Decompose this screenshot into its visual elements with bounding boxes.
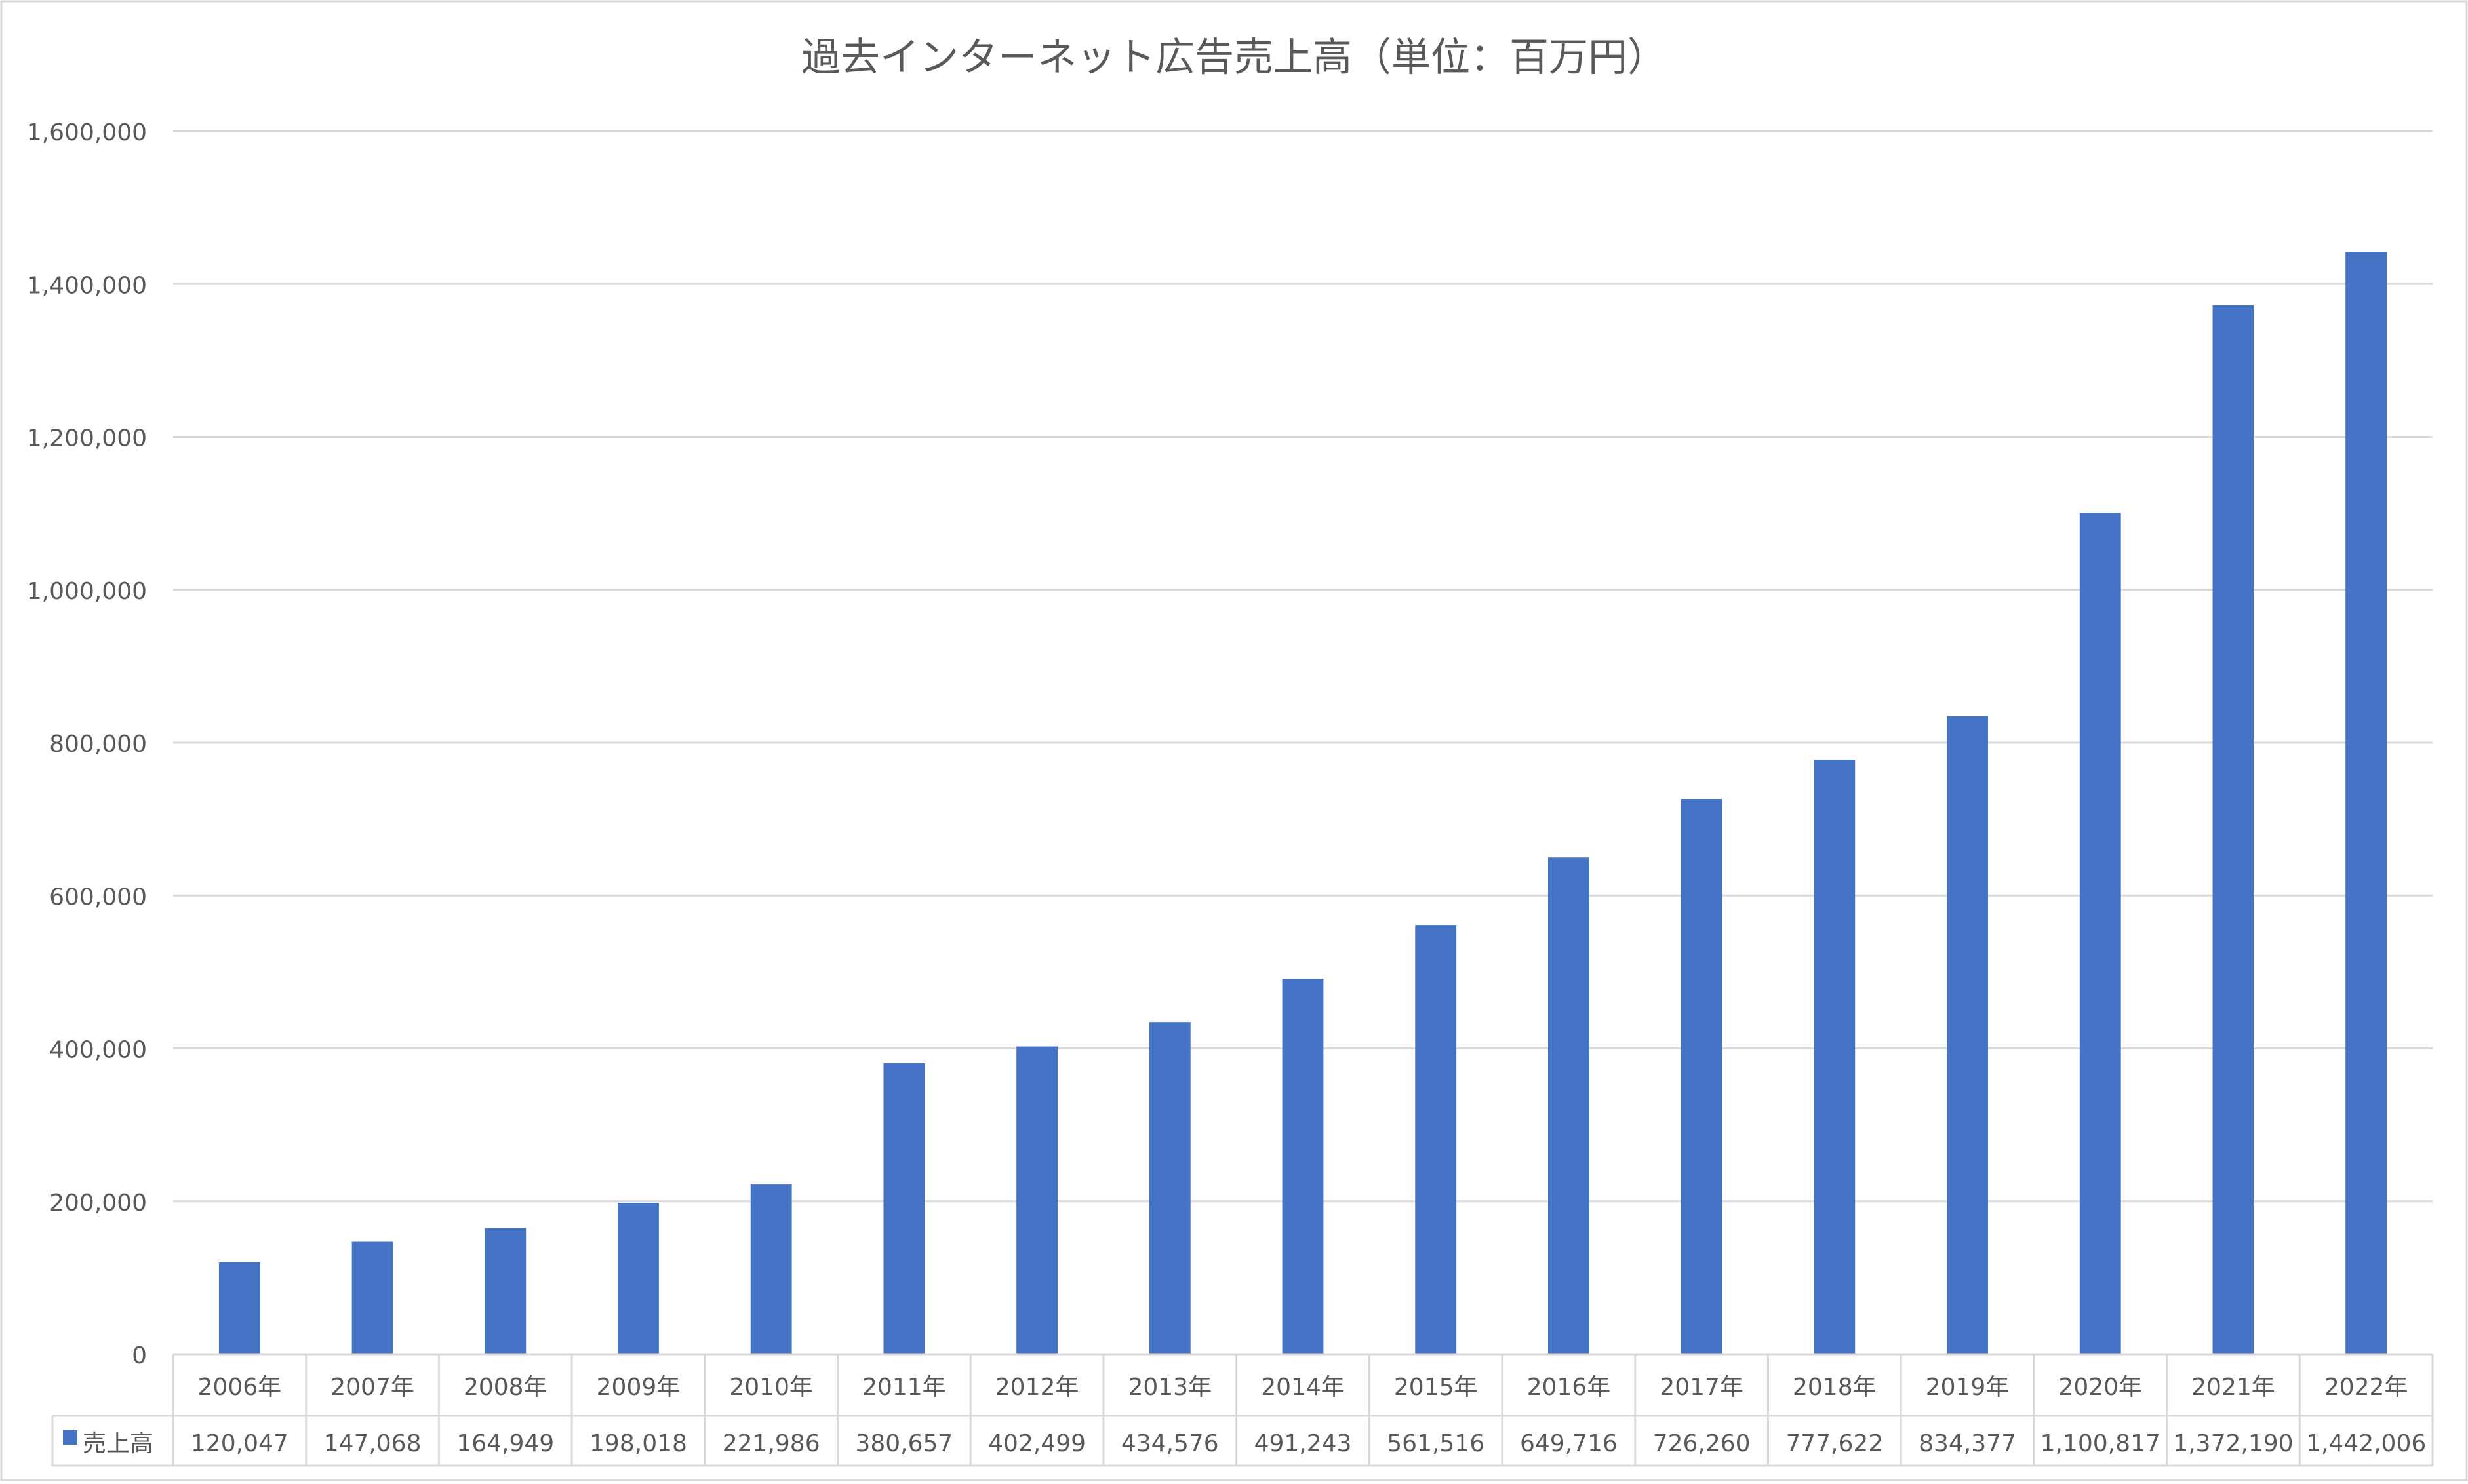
category-label: 2019年 <box>1926 1374 2010 1401</box>
y-tick-label: 1,400,000 <box>27 272 147 299</box>
category-label: 2007年 <box>330 1374 414 1401</box>
y-tick-label: 600,000 <box>49 884 147 910</box>
category-label: 2016年 <box>1527 1374 1611 1401</box>
data-value-label: 198,018 <box>589 1430 687 1457</box>
data-value-label: 380,657 <box>855 1430 953 1457</box>
chart-title: 過去インターネット広告売上高（単位：百万円） <box>801 35 1667 81</box>
bar <box>618 1203 659 1354</box>
category-label: 2022年 <box>2324 1374 2408 1401</box>
legend-swatch <box>63 1430 77 1445</box>
data-value-label: 649,716 <box>1520 1430 1618 1457</box>
y-tick-label: 1,000,000 <box>27 578 147 605</box>
bar <box>1681 798 1722 1354</box>
y-tick-label: 1,200,000 <box>27 425 147 452</box>
data-value-label: 147,068 <box>324 1430 422 1457</box>
category-label: 2021年 <box>2191 1374 2275 1401</box>
data-value-label: 1,442,006 <box>2306 1430 2426 1457</box>
bar <box>1947 716 1988 1354</box>
y-tick-label: 0 <box>132 1342 147 1369</box>
category-label: 2013年 <box>1128 1374 1212 1401</box>
category-label: 2014年 <box>1261 1374 1345 1401</box>
category-label: 2011年 <box>862 1374 946 1401</box>
bar <box>1415 925 1457 1354</box>
data-value-label: 561,516 <box>1387 1430 1484 1457</box>
category-label: 2010年 <box>729 1374 813 1401</box>
data-value-label: 726,260 <box>1653 1430 1751 1457</box>
data-value-label: 221,986 <box>723 1430 820 1457</box>
bar <box>1016 1046 1058 1354</box>
category-label: 2006年 <box>198 1374 282 1401</box>
data-value-label: 491,243 <box>1254 1430 1352 1457</box>
bar <box>883 1063 925 1354</box>
category-label: 2018年 <box>1793 1374 1877 1401</box>
bar <box>2079 513 2121 1355</box>
bar <box>218 1262 260 1354</box>
bar <box>351 1241 393 1354</box>
bar <box>2212 305 2254 1355</box>
data-value-label: 434,576 <box>1121 1430 1219 1457</box>
data-value-label: 1,372,190 <box>2173 1430 2293 1457</box>
y-tick-label: 200,000 <box>49 1190 147 1217</box>
data-value-label: 834,377 <box>1919 1430 2016 1457</box>
y-tick-label: 400,000 <box>49 1037 147 1064</box>
gridlines <box>173 130 2433 1203</box>
category-label: 2015年 <box>1394 1374 1478 1401</box>
bar <box>1814 760 1856 1354</box>
bar <box>2345 252 2387 1354</box>
category-label: 2012年 <box>995 1374 1079 1401</box>
y-axis-tick-labels: 0 200,000 400,000 600,000 800,000 1,000,000 1,… <box>27 119 147 1369</box>
category-label: 2017年 <box>1660 1374 1743 1401</box>
category-label: 2008年 <box>464 1374 547 1401</box>
data-value-label: 1,100,817 <box>2040 1430 2160 1457</box>
data-value-label: 120,047 <box>191 1430 289 1457</box>
category-label: 2009年 <box>597 1374 681 1401</box>
bar <box>750 1184 792 1354</box>
data-value-label: 777,622 <box>1785 1430 1883 1457</box>
category-label: 2020年 <box>2058 1374 2142 1401</box>
bar <box>1149 1022 1191 1354</box>
data-table: 2006年 2007年 2008年 2009年 2010年 2011年 2012年 2013年… <box>51 1353 2434 1467</box>
series-name-label: 売上高 <box>83 1430 153 1457</box>
bars <box>218 252 2387 1355</box>
y-tick-label: 1,600,000 <box>27 119 147 146</box>
bar <box>485 1228 527 1354</box>
bar <box>1282 979 1324 1354</box>
y-tick-label: 800,000 <box>49 731 147 758</box>
data-value-label: 164,949 <box>456 1430 554 1457</box>
data-value-label: 402,499 <box>988 1430 1086 1457</box>
bar <box>1547 857 1589 1354</box>
